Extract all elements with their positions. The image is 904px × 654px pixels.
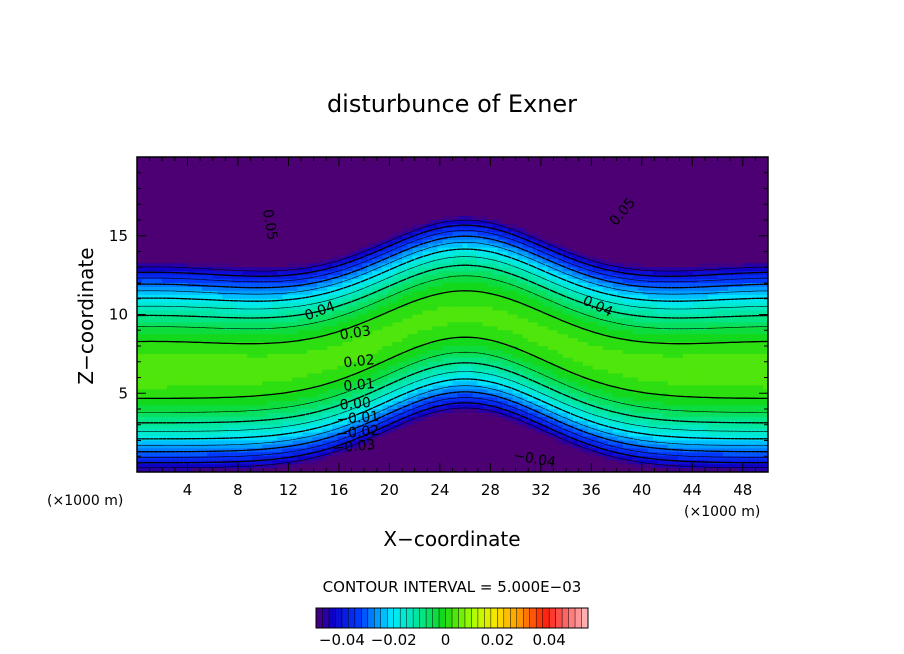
contour-label: 0.02 xyxy=(343,352,376,371)
colorbar-segment xyxy=(354,608,362,628)
x-tick-label: 28 xyxy=(481,481,500,499)
contour-lines xyxy=(137,219,768,469)
colorbar-segment xyxy=(380,608,388,628)
colorbar-segment xyxy=(439,608,447,628)
colorbar-segment xyxy=(510,608,518,628)
x-tick-label: 32 xyxy=(531,481,550,499)
colorbar-tick-label: 0 xyxy=(441,631,451,649)
colorbar-segment xyxy=(393,608,401,628)
y-tick-label: 15 xyxy=(109,227,128,245)
colorbar-segment xyxy=(400,608,408,628)
y-tick-label: 10 xyxy=(109,306,128,324)
filled-contours xyxy=(137,157,768,472)
contour-label: 0.01 xyxy=(343,376,375,395)
colorbar-segment xyxy=(484,608,492,628)
colorbar-segment xyxy=(387,608,395,628)
x-tick-label: 16 xyxy=(329,481,348,499)
contour-line xyxy=(137,290,768,400)
colorbar-ticks: −0.04 −0.02 0 0.02 0.04 xyxy=(319,631,566,649)
x-tick-label: 44 xyxy=(683,481,702,499)
colorbar-segment xyxy=(316,608,323,628)
x-axis-label: X−coordinate xyxy=(383,527,520,551)
colorbar-segment xyxy=(575,608,583,628)
colorbar-segment xyxy=(328,608,336,628)
contour-label: 0.03 xyxy=(339,323,372,343)
colorbar-segment xyxy=(458,608,466,628)
colorbar-segment xyxy=(542,608,550,628)
colorbar-segment xyxy=(555,608,563,628)
colorbar-segment xyxy=(581,608,589,628)
colorbar-segment xyxy=(471,608,479,628)
contour-line xyxy=(137,230,768,458)
colorbar-segment xyxy=(413,608,421,628)
colorbar-segment xyxy=(341,608,349,628)
colorbar-segment xyxy=(367,608,375,628)
x-tick-label: 24 xyxy=(430,481,449,499)
colorbar-segment xyxy=(426,608,434,628)
colorbar-tick-label: −0.04 xyxy=(319,631,365,649)
colorbar-segment xyxy=(490,608,498,628)
colorbar-segment xyxy=(322,608,330,628)
contour-label: 0.00 xyxy=(339,395,371,414)
x-axis-unit: (×1000 m) xyxy=(684,504,760,520)
colorbar-segment xyxy=(361,608,369,628)
contour-label: 0.05 xyxy=(259,208,280,241)
x-tick-label: 12 xyxy=(279,481,298,499)
x-tick-label: 36 xyxy=(582,481,601,499)
colorbar-segment xyxy=(419,608,427,628)
contour-label: −0.02 xyxy=(336,423,380,443)
contour-line xyxy=(137,235,768,453)
x-tick-label: 4 xyxy=(183,481,193,499)
colorbar-tick-label: 0.02 xyxy=(481,631,514,649)
colorbar-segment xyxy=(406,608,414,628)
colorbar-segment xyxy=(477,608,485,628)
contour-line xyxy=(137,242,768,446)
x-tick-label: 48 xyxy=(733,481,752,499)
y-tick-label: 5 xyxy=(118,384,128,402)
colorbar-tick-label: 0.04 xyxy=(532,631,565,649)
colorbar-segment xyxy=(516,608,524,628)
contour-interval-label: CONTOUR INTERVAL = 5.000E−03 xyxy=(323,578,582,596)
contour-line xyxy=(137,275,768,413)
colorbar-segment xyxy=(432,608,440,628)
colorbar-segment xyxy=(503,608,511,628)
x-axis-ticks: 4 8 12 16 20 24 28 32 36 40 44 48 xyxy=(149,157,756,499)
colorbar-segment xyxy=(335,608,343,628)
colorbar-segment xyxy=(523,608,531,628)
colorbar xyxy=(315,608,589,628)
colorbar-frame xyxy=(315,607,589,629)
contour-line xyxy=(137,256,768,432)
colorbar-segment xyxy=(445,608,453,628)
colorbar-segment xyxy=(452,608,459,628)
y-axis-label: Z−coordinate xyxy=(74,247,98,384)
colorbar-segment xyxy=(374,608,382,628)
colorbar-segment xyxy=(536,608,544,628)
contour-line xyxy=(137,248,768,440)
contour-label: −0.03 xyxy=(332,437,376,457)
chart-title: disturbunce of Exner xyxy=(327,90,577,118)
colorbar-segment xyxy=(497,608,505,628)
x-tick-label: 40 xyxy=(632,481,651,499)
colorbar-segment xyxy=(549,608,557,628)
contour-label: −0.04 xyxy=(512,448,557,471)
contour-line xyxy=(137,264,768,424)
y-axis-ticks: 5 10 15 xyxy=(109,172,768,457)
colorbar-segment xyxy=(464,608,472,628)
colorbar-segment xyxy=(529,608,537,628)
contour-line xyxy=(137,224,768,464)
colorbar-segment xyxy=(568,608,576,628)
contour-field: 0.05 0.050.04 0.040.030.020.010.00−0.01−0.… xyxy=(137,157,768,472)
contour-line xyxy=(137,219,768,469)
x-tick-label: 20 xyxy=(380,481,399,499)
colorbar-segment xyxy=(348,608,356,628)
contour-label: −0.01 xyxy=(336,409,380,429)
colorbar-tick-label: −0.02 xyxy=(371,631,417,649)
y-axis-unit: (×1000 m) xyxy=(47,493,123,509)
x-tick-label: 8 xyxy=(233,481,243,499)
colorbar-segment xyxy=(562,608,570,628)
